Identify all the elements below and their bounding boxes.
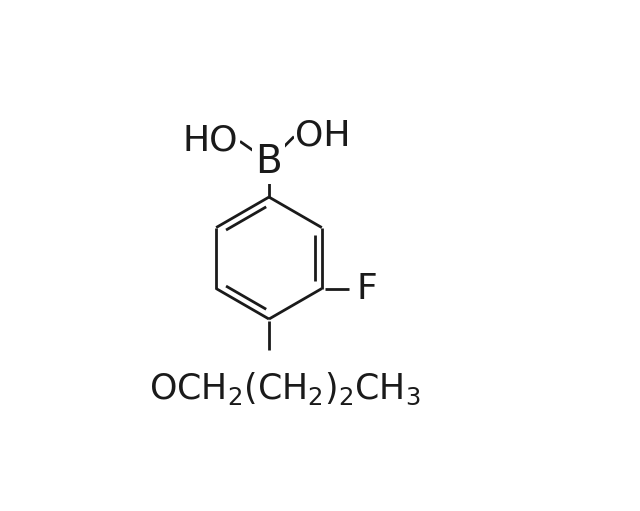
Text: HO: HO [183, 123, 238, 157]
Text: OH: OH [296, 118, 351, 152]
Text: $\mathsf{OCH_2(CH_2)_2CH_3}$: $\mathsf{OCH_2(CH_2)_2CH_3}$ [148, 371, 420, 407]
Text: F: F [356, 271, 377, 306]
Text: B: B [255, 143, 282, 181]
